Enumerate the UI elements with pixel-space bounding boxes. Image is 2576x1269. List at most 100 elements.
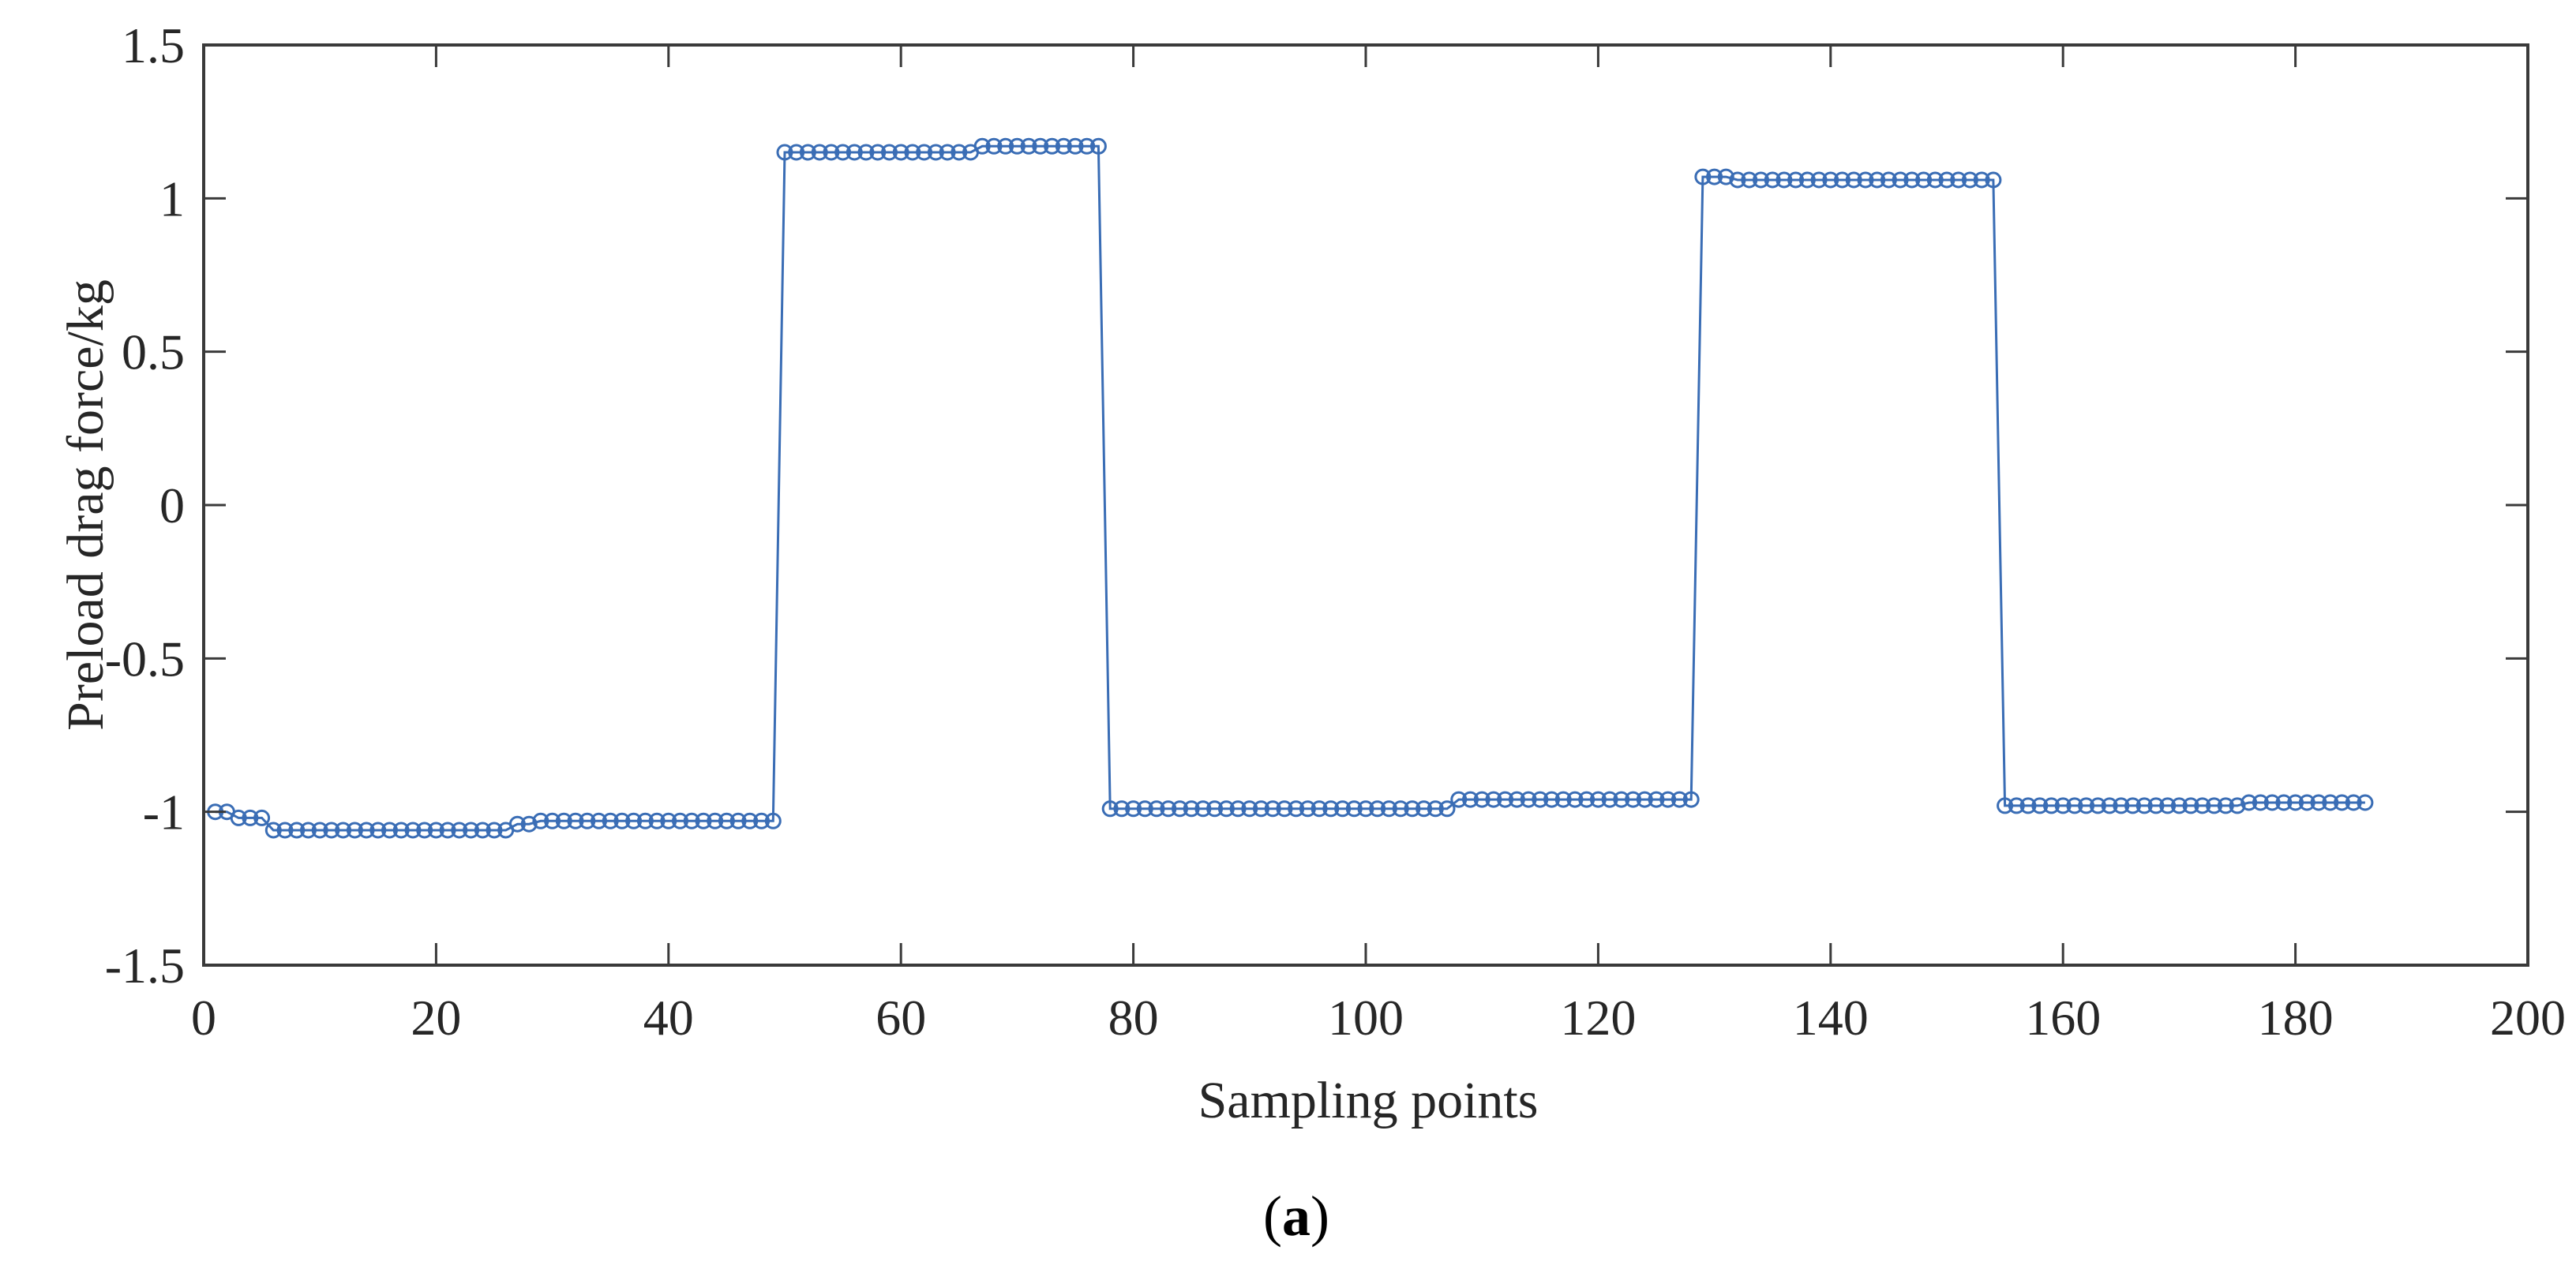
data-point-marker [451,822,468,839]
y-tick-label: -1.5 [105,938,185,994]
data-point-marker [788,144,805,161]
x-tick-label: 120 [1560,990,1636,1046]
data-point-marker [1497,791,1514,808]
data-point-marker [1961,171,1978,189]
data-point-marker [427,822,444,839]
data-point-marker [2252,794,2269,811]
data-point-marker [404,822,422,839]
data-point-marker [602,812,619,829]
data-point-marker [1578,791,1595,808]
y-tick-label: 1.5 [122,17,185,73]
x-tick-label: 0 [191,990,216,1046]
data-point-marker [1264,800,1281,818]
data-point-marker [1276,800,1293,818]
data-point-marker [1172,800,1188,818]
data-point-marker [1473,791,1490,808]
data-series [207,137,2374,839]
x-tick-label: 100 [1328,990,1404,1046]
data-point-marker [916,144,933,161]
data-point-marker [2298,794,2315,811]
data-point-marker [834,144,852,161]
data-point-marker [369,822,387,839]
data-point-marker [753,812,771,829]
caption-paren-close: ) [1310,1185,1329,1248]
data-point-marker [2019,797,2037,814]
data-point-marker [520,815,538,833]
data-point-marker [2240,794,2258,811]
data-point-marker [1903,171,1921,189]
data-point-marker [416,822,433,839]
data-point-marker [1462,791,1479,808]
data-point-marker [660,812,677,829]
data-point-marker [811,144,828,161]
data-point-marker [1810,171,1828,189]
data-point-marker [1485,791,1502,808]
data-point-marker [1694,168,1712,185]
data-point-marker [1310,800,1328,818]
data-point-marker [776,144,793,161]
data-point-marker [1334,800,1352,818]
data-point-marker [1764,171,1781,189]
data-point-marker [857,144,875,161]
data-point-marker [288,822,306,839]
data-point-marker [1415,800,1433,818]
data-point-marker [358,822,375,839]
caption-letter: a [1282,1185,1310,1248]
data-point-marker [1392,800,1409,818]
data-point-marker [1125,800,1142,818]
data-point-marker [1834,171,1850,189]
data-point-marker [2124,797,2141,814]
data-point-marker [1136,800,1153,818]
data-point-marker [1101,800,1119,818]
data-point-marker [707,812,724,829]
data-point-marker [392,822,410,839]
data-point-marker [1648,791,1665,808]
data-point-marker [2031,797,2049,814]
data-point-marker [532,812,549,829]
data-point-marker [1438,800,1456,818]
data-point-marker [567,812,584,829]
data-point-marker [1508,791,1525,808]
data-point-marker [474,822,491,839]
data-point-marker [1798,171,1816,189]
data-point-marker [1299,800,1316,818]
data-point-marker [1554,791,1572,808]
data-point-marker [1950,171,1967,189]
data-point-marker [892,144,909,161]
data-point-marker [1194,800,1212,818]
y-tick-label: -0.5 [105,631,185,687]
data-point-marker [2334,794,2350,811]
data-point-marker [2170,797,2188,814]
figure-caption: (a) [1257,1184,1336,1249]
data-point-marker [2182,797,2199,814]
x-tick-label: 140 [1793,990,1869,1046]
data-point-marker [1822,171,1839,189]
data-point-marker [904,144,921,161]
y-axis-label: Preload drag force/kg [57,279,114,731]
data-point-marker [2066,797,2083,814]
data-point-marker [2043,797,2060,814]
data-point-marker [591,812,607,829]
data-point-marker [1682,791,1700,808]
data-point-marker [672,812,688,829]
data-point-marker [2206,797,2223,814]
data-point-marker [264,822,282,839]
data-point-marker [1345,800,1363,818]
data-point-marker [2135,797,2153,814]
data-point-marker [2310,794,2327,811]
data-point-marker [636,812,654,829]
data-point-marker [1357,800,1374,818]
data-point-marker [1241,800,1258,818]
data-point-marker [1067,137,1084,155]
data-point-marker [2345,794,2362,811]
data-point-marker [764,812,782,829]
data-point-marker [1601,791,1618,808]
data-point-marker [2101,797,2118,814]
data-point-marker [1217,800,1235,818]
data-point-marker [1589,791,1607,808]
x-tick-label: 160 [2025,990,2101,1046]
data-point-marker [1985,171,2002,189]
data-point-marker [2287,794,2304,811]
data-point-marker [1380,800,1397,818]
data-point-marker [1404,800,1421,818]
